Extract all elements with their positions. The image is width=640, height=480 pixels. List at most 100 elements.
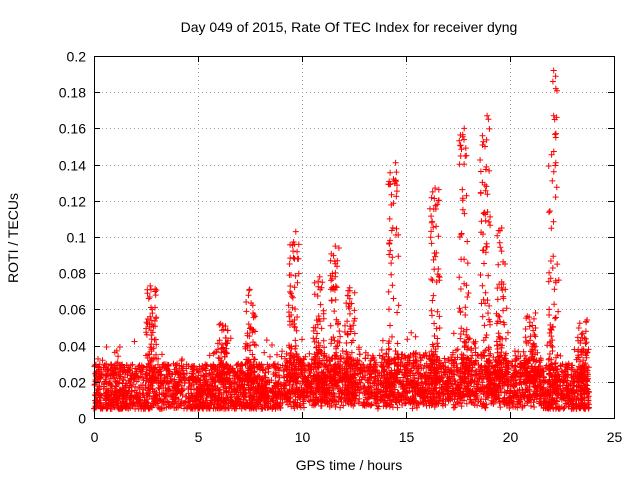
data-point [99,357,106,364]
data-point [378,347,385,353]
data-point [246,287,253,294]
data-point [145,295,152,302]
data-point [159,351,165,358]
data-point [458,256,465,263]
data-point [461,161,468,168]
data-point [505,329,511,336]
data-point [394,340,401,347]
data-point [261,349,268,356]
data-point [287,283,294,289]
data-point [479,132,486,139]
data-point [386,215,393,222]
data-point [274,351,280,358]
data-point [462,304,469,311]
data-point [292,306,299,312]
data-point [286,261,293,267]
data-point [487,321,493,328]
data-point [483,240,490,247]
data-point [343,340,350,346]
data-point [457,286,464,292]
data-point [520,348,527,355]
data-point [459,206,466,213]
data-point [148,332,155,339]
data-point [95,386,102,393]
data-point [461,136,467,143]
data-point [395,302,402,309]
data-point [423,369,430,376]
data-point [279,348,286,355]
data-point [457,309,464,316]
data-point [430,292,437,299]
data-point [253,342,259,349]
data-point [152,292,159,299]
data-point [327,322,334,329]
data-point [292,337,299,344]
data-point [196,363,203,370]
data-point [357,379,364,386]
data-point [479,313,486,320]
data-point [317,403,324,409]
data-point [346,284,353,291]
data-point [429,297,436,304]
data-point [428,213,435,220]
data-point [456,274,463,281]
data-point [408,329,415,336]
data-point [457,153,464,159]
data-point [294,279,301,286]
data-point [485,116,492,123]
data-point [337,333,344,340]
data-point [436,325,443,331]
data-point [481,260,487,267]
data-point [487,222,494,229]
data-point [435,400,442,407]
data-point [428,219,435,226]
data-point [386,251,393,258]
data-point [317,301,324,308]
data-point [327,257,334,264]
data-point [320,337,327,344]
data-point [243,308,250,315]
data-point [393,169,400,176]
data-point [183,370,190,377]
data-point [459,186,466,193]
data-point [462,145,469,152]
data-point [114,359,121,366]
data-point [116,344,123,350]
data-point [390,295,397,302]
data-point [334,321,341,328]
data-point [385,288,392,295]
data-point [394,309,401,316]
data-point [389,333,395,340]
data-point [246,286,253,293]
data-point [319,279,326,286]
data-point [290,248,297,255]
data-point [267,353,273,360]
data-point [153,287,160,294]
data-point [393,193,400,200]
data-point [362,355,369,362]
data-point [428,240,435,247]
data-point [115,353,122,360]
data-point [143,370,149,377]
data-point [480,391,487,398]
data-point [376,352,383,359]
data-point [351,307,358,314]
data-point [477,157,484,163]
data-point [482,217,489,224]
data-point [332,269,339,276]
data-point [477,272,484,278]
data-point [294,255,301,262]
data-point [387,247,394,254]
data-point [435,233,442,240]
data-point [497,404,504,411]
data-point [283,350,290,357]
data-point [450,330,457,337]
data-point [388,271,395,278]
data-point [465,290,472,296]
data-point [140,377,147,384]
data-point [388,191,395,198]
data-point [291,284,298,291]
data-point [486,125,493,132]
data-point [479,282,486,289]
data-point [243,299,250,305]
